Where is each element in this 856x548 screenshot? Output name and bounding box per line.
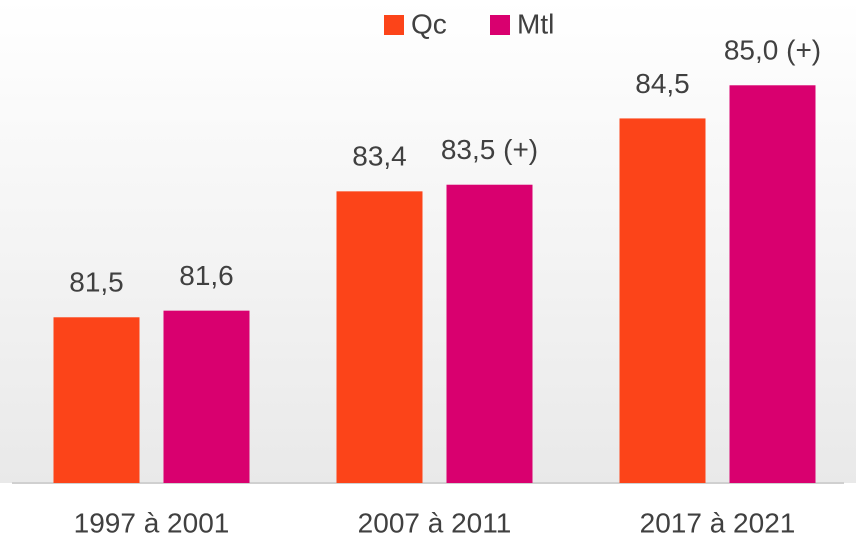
bar (163, 310, 250, 483)
bar (446, 184, 533, 483)
bar (336, 191, 423, 484)
data-label: 81,5 (69, 267, 124, 298)
legend-label: Mtl (517, 8, 554, 39)
legend-swatch (384, 15, 404, 35)
bar (619, 118, 706, 483)
data-label: 84,5 (635, 68, 690, 99)
x-tick-label: 1997 à 2001 (74, 507, 230, 538)
bar (729, 85, 816, 484)
plot-background (0, 0, 856, 483)
x-tick-label: 2007 à 2011 (358, 507, 512, 538)
x-tick-label: 2017 à 2021 (640, 507, 796, 538)
data-label: 81,6 (179, 260, 234, 291)
bar (53, 317, 140, 483)
data-label: 83,5 (+) (441, 134, 538, 165)
data-label: 85,0 (+) (724, 35, 821, 66)
legend-swatch (490, 15, 510, 35)
data-label: 83,4 (352, 141, 407, 172)
legend-label: Qc (411, 8, 447, 39)
